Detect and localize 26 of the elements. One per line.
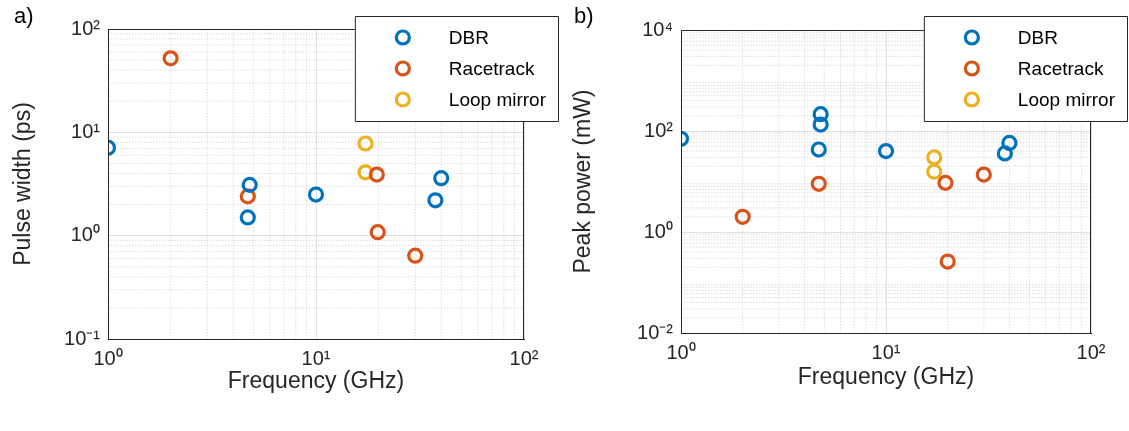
x-tick-label: 10¹ bbox=[871, 340, 901, 363]
legend-label: DBR bbox=[448, 26, 489, 48]
chart-title: b) bbox=[574, 3, 594, 29]
legend-label: DBR bbox=[1017, 26, 1058, 48]
legend-label: Loop mirror bbox=[448, 88, 547, 110]
y-axis-title: Pulse width (ps) bbox=[9, 102, 36, 266]
x-tick-label: 10⁰ bbox=[93, 346, 123, 369]
x-tick-label: 10² bbox=[1076, 340, 1106, 363]
y-tick-label: 10⁴ bbox=[642, 17, 673, 40]
x-tick-label: 10⁰ bbox=[666, 340, 696, 363]
legend-label: Racetrack bbox=[448, 57, 535, 79]
y-tick-label: 10⁻² bbox=[637, 320, 674, 343]
y-tick-label: 10⁻¹ bbox=[64, 326, 101, 349]
y-tick-label: 10¹ bbox=[71, 119, 101, 142]
x-tick-label: 10² bbox=[509, 346, 539, 369]
x-tick-label: 10¹ bbox=[301, 346, 331, 369]
x-axis-title: Frequency (GHz) bbox=[227, 366, 405, 393]
chart-title: a) bbox=[14, 3, 34, 29]
y-tick-label: 10⁰ bbox=[643, 219, 673, 242]
y-tick-label: 10² bbox=[71, 16, 101, 39]
legend-label: Loop mirror bbox=[1017, 88, 1116, 110]
legend-label: Racetrack bbox=[1017, 57, 1104, 79]
x-axis-title: Frequency (GHz) bbox=[797, 362, 975, 389]
y-tick-label: 10⁰ bbox=[70, 223, 100, 246]
y-tick-label: 10² bbox=[644, 118, 674, 141]
y-axis-title: Peak power (mW) bbox=[569, 89, 596, 274]
